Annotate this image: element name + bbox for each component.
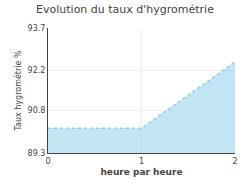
svg-text:heure par heure: heure par heure bbox=[100, 167, 182, 177]
svg-text:Taux hygrométrie %: Taux hygrométrie % bbox=[13, 50, 23, 132]
svg-text:0: 0 bbox=[45, 157, 50, 166]
svg-text:2: 2 bbox=[232, 157, 237, 166]
svg-text:92.2: 92.2 bbox=[28, 66, 46, 75]
svg-text:89.3: 89.3 bbox=[28, 149, 46, 158]
svg-text:90.8: 90.8 bbox=[28, 106, 46, 115]
svg-text:1: 1 bbox=[139, 157, 144, 166]
svg-text:Evolution du taux d'hygrométri: Evolution du taux d'hygrométrie bbox=[36, 3, 214, 16]
svg-text:93.7: 93.7 bbox=[28, 24, 46, 33]
